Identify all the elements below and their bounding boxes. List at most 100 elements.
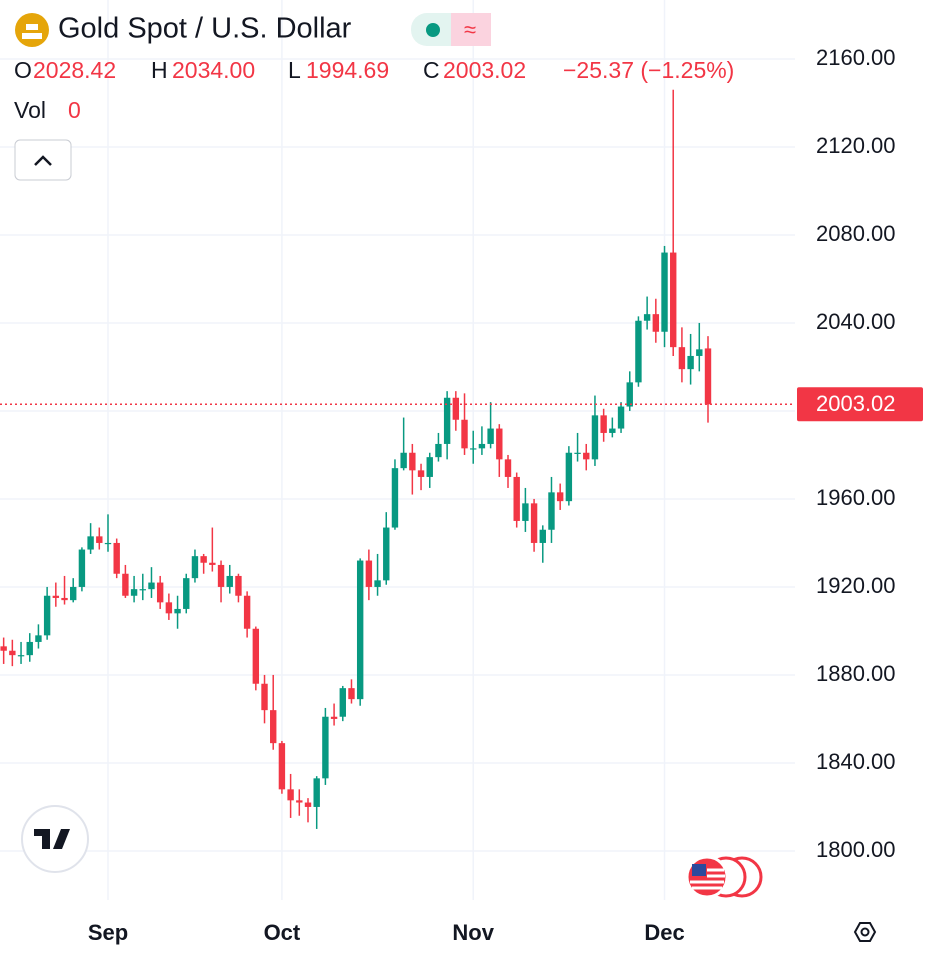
ohlc-key: L xyxy=(288,57,301,83)
candle-body xyxy=(87,536,94,550)
x-tick-label: Nov xyxy=(452,920,494,945)
candle-body xyxy=(330,716,338,719)
y-tick-label: 2040.00 xyxy=(816,309,896,334)
ohlc-value: 1994.69 xyxy=(306,57,389,83)
candle-body xyxy=(626,382,633,407)
candle-body xyxy=(470,448,477,450)
candle-body xyxy=(583,452,590,460)
candle-body xyxy=(609,428,616,433)
logo-mark xyxy=(34,829,70,849)
candle-body xyxy=(96,536,103,543)
candle-body xyxy=(52,595,60,598)
candle-body xyxy=(226,575,233,587)
candle-body xyxy=(452,397,460,420)
candle-body xyxy=(165,602,173,614)
candle-body xyxy=(252,628,260,684)
candle-body xyxy=(43,595,51,636)
candle-body xyxy=(261,683,268,711)
settings-icon[interactable] xyxy=(853,922,877,942)
chart-title: Gold Spot / U.S. Dollar xyxy=(58,13,352,45)
collapse-button[interactable] xyxy=(14,139,72,181)
plot xyxy=(0,89,795,829)
candle-body xyxy=(70,586,77,601)
candle-body xyxy=(574,452,581,454)
y-tick-label: 1840.00 xyxy=(816,749,896,774)
ohlc-key: O xyxy=(14,57,32,83)
candle-body xyxy=(304,802,312,807)
candle-body xyxy=(417,470,425,477)
gold-icon-bar xyxy=(26,24,38,30)
logo[interactable] xyxy=(21,805,89,873)
candle-body xyxy=(17,655,25,657)
y-tick-label: 1920.00 xyxy=(816,573,896,598)
settings-icon-center xyxy=(860,927,870,937)
candle-body xyxy=(409,452,416,471)
candle-body xyxy=(487,428,494,444)
candle-body xyxy=(513,476,520,521)
candle-body xyxy=(539,529,546,543)
candle-body xyxy=(26,641,33,656)
candle-body xyxy=(383,527,390,581)
x-tick-label: Dec xyxy=(644,920,684,945)
candle-body xyxy=(530,503,538,543)
y-tick-label: 2080.00 xyxy=(816,221,896,246)
ohlc-key: H xyxy=(151,57,168,83)
candle-body xyxy=(113,542,120,574)
candle-body xyxy=(356,560,364,700)
market-open-dot xyxy=(426,23,440,37)
candle-body xyxy=(139,589,146,591)
candle-body xyxy=(348,688,355,700)
ohlc-value: 2028.42 xyxy=(33,57,116,83)
candle-body xyxy=(339,688,346,717)
candle-body xyxy=(174,608,181,614)
candle-body xyxy=(670,252,677,348)
candle-body xyxy=(687,355,694,370)
candle-body xyxy=(478,443,486,449)
ohlc-legend: O 2028.42 H 2034.00 L 1994.69 C 2003.02 … xyxy=(14,57,734,123)
candle-body xyxy=(600,415,607,433)
candle-body xyxy=(652,314,660,332)
vol-value: 0 xyxy=(68,97,81,123)
candle-body xyxy=(78,549,86,587)
candle-body xyxy=(426,457,433,477)
candle-body xyxy=(548,492,555,530)
change: −25.37 (−1.25%) xyxy=(563,57,734,83)
candle-body xyxy=(287,789,294,801)
last-price-label: 2003.02 xyxy=(816,391,896,416)
candle-body xyxy=(365,560,373,587)
gold-icon-bar xyxy=(22,33,42,39)
candle-body xyxy=(270,710,277,744)
candle-body xyxy=(278,743,286,790)
candle-body xyxy=(661,252,668,332)
candle-body xyxy=(565,452,573,502)
y-tick-label: 2120.00 xyxy=(816,133,896,158)
last-price-tag xyxy=(797,387,923,422)
delayed-icon: ≈ xyxy=(464,17,476,42)
candle-body xyxy=(400,452,407,469)
candle-body xyxy=(374,580,381,587)
collapse-icon xyxy=(34,155,52,166)
ohlc-key: C xyxy=(423,57,440,83)
candle-body xyxy=(591,415,599,460)
candle-body xyxy=(391,468,399,528)
candle-body xyxy=(296,800,303,803)
candle-body xyxy=(200,556,207,563)
candle-body xyxy=(183,578,190,609)
candle-body xyxy=(61,597,68,601)
flag-canton xyxy=(692,864,706,876)
candle-body xyxy=(156,582,164,603)
x-tick-label: Sep xyxy=(88,920,128,945)
candle-body xyxy=(696,349,703,356)
candle-body xyxy=(617,406,625,429)
candle-body xyxy=(35,635,42,642)
candle-body xyxy=(9,650,16,656)
candle-body xyxy=(122,573,129,596)
candle-body xyxy=(0,646,7,651)
y-tick-label: 2160.00 xyxy=(816,45,896,70)
vol-key: Vol xyxy=(14,97,46,123)
candle-body xyxy=(556,492,564,502)
candle-body xyxy=(635,320,642,383)
candle-body xyxy=(443,397,451,444)
